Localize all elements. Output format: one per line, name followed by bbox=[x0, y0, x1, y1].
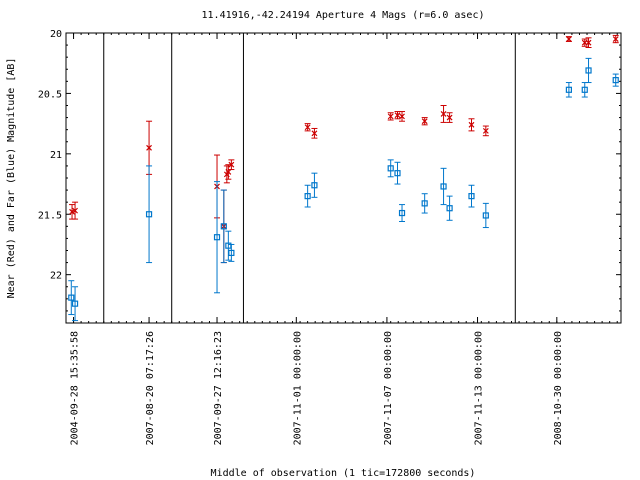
data-point-square bbox=[398, 209, 406, 217]
data-point-square bbox=[581, 86, 588, 93]
data-point-square bbox=[612, 77, 619, 84]
y-axis-label: Near (Red) and Far (Blue) Magnitude [AB] bbox=[6, 58, 17, 299]
data-point-square bbox=[71, 300, 79, 307]
data-point-x bbox=[69, 208, 75, 215]
data-point-x bbox=[468, 121, 475, 128]
chart-title: 11.41916,-42.24194 Aperture 4 Mags (r=6.… bbox=[202, 10, 485, 21]
data-point-square bbox=[213, 234, 221, 241]
plot-area: 20 20.5 21 21.5 22 2004-09-28 15:35:58 2007-08… bbox=[38, 29, 622, 445]
y-tick-label: 20.5 bbox=[38, 89, 62, 100]
y-tick-label: 21.5 bbox=[38, 210, 62, 221]
data-point-square bbox=[311, 182, 318, 189]
x-axis-label: Middle of observation (1 tic=172800 seco… bbox=[211, 468, 476, 479]
data-point-x bbox=[225, 169, 232, 175]
x-tick-label: 2007-11-07 00:00:00 bbox=[383, 331, 394, 445]
data-point-x bbox=[146, 144, 152, 151]
y-tick-label: 22 bbox=[50, 271, 62, 282]
series-group bbox=[69, 34, 619, 264]
data-point-x bbox=[228, 161, 235, 168]
y-tick-label: 21 bbox=[50, 150, 62, 161]
data-point-x bbox=[72, 207, 78, 214]
data-point-x bbox=[311, 130, 318, 137]
data-point-square bbox=[220, 223, 227, 230]
data-point-x bbox=[585, 39, 592, 46]
data-point-square bbox=[387, 165, 394, 172]
x-tick-label: 2007-11-13 00:00:00 bbox=[474, 331, 485, 445]
data-point-x bbox=[482, 127, 489, 134]
data-point-square bbox=[228, 249, 235, 257]
data-point-square bbox=[565, 86, 572, 93]
x-tick-label: 2004-09-28 15:35:58 bbox=[70, 331, 81, 445]
data-point-square bbox=[440, 183, 447, 190]
data-point-x bbox=[421, 118, 428, 125]
data-point-x bbox=[446, 114, 453, 121]
y-tick-label: 20 bbox=[50, 29, 62, 40]
data-point-x bbox=[387, 113, 394, 120]
series-group bbox=[68, 57, 619, 322]
data-point-square bbox=[585, 67, 592, 74]
data-point-x bbox=[440, 111, 447, 117]
data-point-x bbox=[304, 124, 311, 131]
x-tick-label: 2008-10-30 00:00:00 bbox=[553, 331, 564, 445]
data-point-square bbox=[68, 294, 75, 301]
x-tick-label: 2007-08-20 07:17:26 bbox=[145, 331, 156, 445]
data-point-square bbox=[304, 193, 311, 200]
data-point-x bbox=[394, 112, 401, 119]
data-point-square bbox=[394, 170, 401, 177]
data-point-x bbox=[399, 113, 405, 120]
data-point-square bbox=[482, 212, 489, 219]
data-point-square bbox=[446, 205, 453, 212]
data-point-square bbox=[468, 193, 475, 200]
data-point-square bbox=[225, 242, 232, 249]
data-point-x bbox=[612, 36, 619, 42]
data-point-x bbox=[565, 36, 572, 42]
data-point-square bbox=[145, 211, 153, 218]
data-point-square bbox=[421, 200, 428, 207]
x-tick-label: 2007-09-27 12:16:23 bbox=[213, 331, 224, 445]
x-tick-label: 2007-11-01 00:00:00 bbox=[292, 331, 303, 445]
